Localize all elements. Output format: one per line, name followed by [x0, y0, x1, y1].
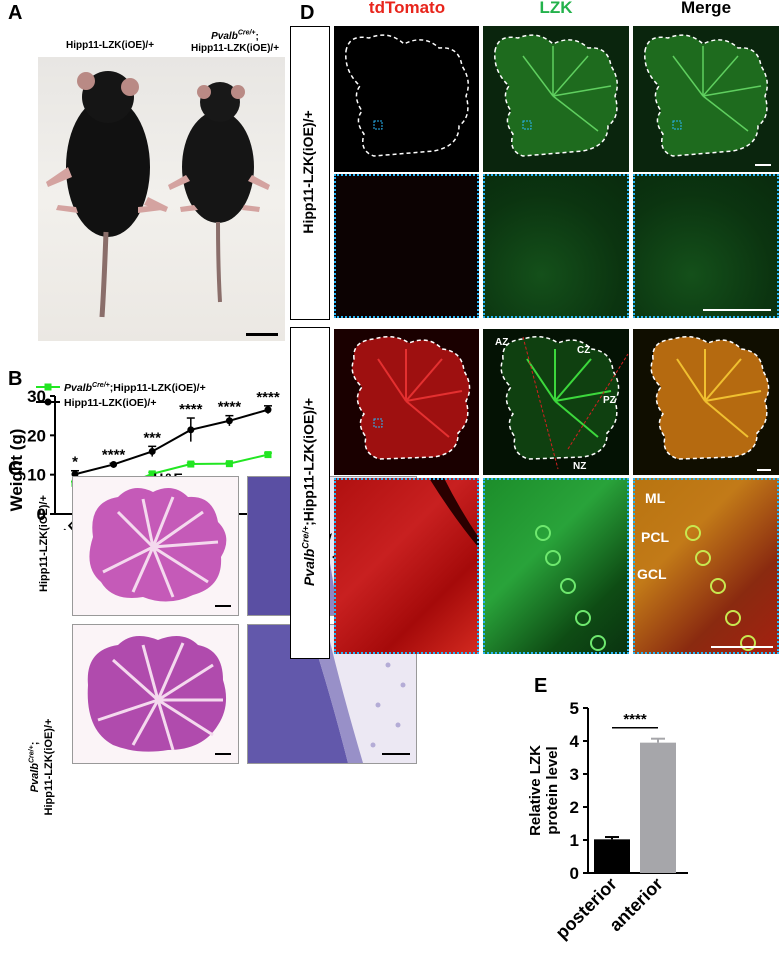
legend-marker: [44, 398, 52, 406]
zone-az: AZ: [495, 337, 509, 348]
y-tick-label: 3: [570, 765, 579, 784]
significance-label: ****: [218, 399, 242, 416]
row1-label-box: [290, 26, 330, 320]
y-tick-label: 2: [570, 798, 579, 817]
he-stain-control: [72, 476, 239, 616]
layer-pcl: PCL: [641, 529, 669, 545]
data-point: [264, 451, 272, 459]
data-point: [264, 406, 272, 414]
data-point: [110, 460, 118, 468]
control-tdtomato-zoom: [334, 174, 479, 318]
significance-label: ***: [143, 429, 161, 446]
series-line: [74, 408, 269, 476]
bar: [594, 839, 630, 873]
panel-d-row2-label: PvalbCre/+;Hipp11-LZK(iOE)/+: [300, 397, 317, 587]
x-tick-label: P15: [52, 519, 84, 530]
legend-label: Hipp11-LZK(iOE)/+: [64, 397, 156, 409]
data-point: [225, 460, 233, 468]
y-tick-label: 1: [570, 831, 579, 850]
y-tick-label: 4: [570, 732, 580, 751]
layer-gcl: GCL: [637, 566, 667, 582]
panel-letter-b: B: [8, 368, 23, 390]
legend-marker: [44, 383, 52, 391]
mutant-tdtomato-zoom: [334, 478, 479, 654]
mice-photo: [38, 57, 285, 341]
mutant-merge-overview: [633, 329, 779, 475]
scale-bar: [755, 164, 771, 166]
zone-cz: CZ: [577, 345, 591, 356]
bar: [640, 742, 676, 873]
scale-bar: [215, 753, 231, 755]
legend-label: PvalbCre/+;Hipp11-LZK(iOE)/+: [64, 382, 206, 394]
x-tick-label: posterior: [552, 874, 621, 943]
data-point: [187, 460, 195, 468]
panel-letter-c: C: [8, 458, 23, 480]
row2-label-box: [290, 327, 330, 659]
panel-d-row1-label: Hipp11-LZK(iOE)/+: [300, 110, 316, 234]
mutant-tdtomato-overview: [334, 329, 479, 475]
panel-a-label-right: PvalbCre/+; Hipp11-LZK(iOE)/+: [190, 30, 280, 55]
he-stain-mutant: [72, 624, 239, 764]
header-merge: Merge: [680, 0, 732, 17]
scale-bar: [757, 469, 771, 471]
control-lzk-overview: [483, 26, 629, 172]
scale-bar: [703, 309, 771, 311]
data-point: [225, 417, 233, 425]
y-axis-label: Relative LZK: [527, 745, 544, 836]
y-tick-label: 5: [570, 699, 579, 718]
significance-label: ****: [179, 401, 203, 418]
y-tick-label: 10: [27, 466, 46, 485]
zone-nz: NZ: [573, 461, 587, 472]
mutant-lzk-zoom: [483, 478, 629, 654]
h-stain-mutant: [247, 624, 417, 764]
scale-bar: [382, 753, 410, 755]
panel-letter-d: D: [300, 2, 315, 24]
scale-bar: [711, 646, 773, 648]
panel-a-label-left: Hipp11-LZK(iOE)/+: [65, 40, 155, 51]
scale-bar: [246, 333, 278, 336]
scale-bar: [215, 605, 231, 607]
data-point: [148, 447, 156, 455]
y-tick-label: 30: [27, 387, 46, 406]
header-lzk: LZK: [539, 0, 573, 17]
y-tick-label: 0: [37, 505, 46, 524]
significance-label: ****: [623, 711, 647, 728]
control-merge-zoom: [633, 174, 779, 318]
mutant-lzk-overview: AZ CZ PZ NZ: [483, 329, 629, 475]
data-point: [187, 426, 195, 434]
zone-pz: PZ: [603, 395, 616, 406]
mutant-merge-zoom: ML PCL GCL: [633, 478, 779, 654]
control-merge-overview: [633, 26, 779, 172]
panel-c-row1-label: Hipp11-LZK(iOE)/+: [38, 495, 50, 592]
layer-ml: ML: [645, 490, 666, 506]
significance-label: ****: [256, 389, 280, 406]
significance-label: *: [72, 454, 78, 471]
y-axis-label: Weight (g): [7, 429, 26, 512]
y-tick-label: 0: [570, 864, 579, 883]
y-tick-label: 20: [27, 426, 46, 445]
data-point: [148, 470, 156, 478]
significance-label: ****: [102, 446, 126, 463]
control-tdtomato-overview: [334, 26, 479, 172]
y-axis-label: protein level: [544, 746, 561, 834]
control-lzk-zoom: [483, 174, 629, 318]
panel-c-row2-label: PvalbCre/+; Hipp11-LZK(iOE)/+: [28, 718, 55, 816]
panel-letter-a: A: [8, 2, 23, 24]
panel-letter-e: E: [534, 675, 548, 697]
header-tdtomato: tdTomato: [368, 0, 446, 17]
